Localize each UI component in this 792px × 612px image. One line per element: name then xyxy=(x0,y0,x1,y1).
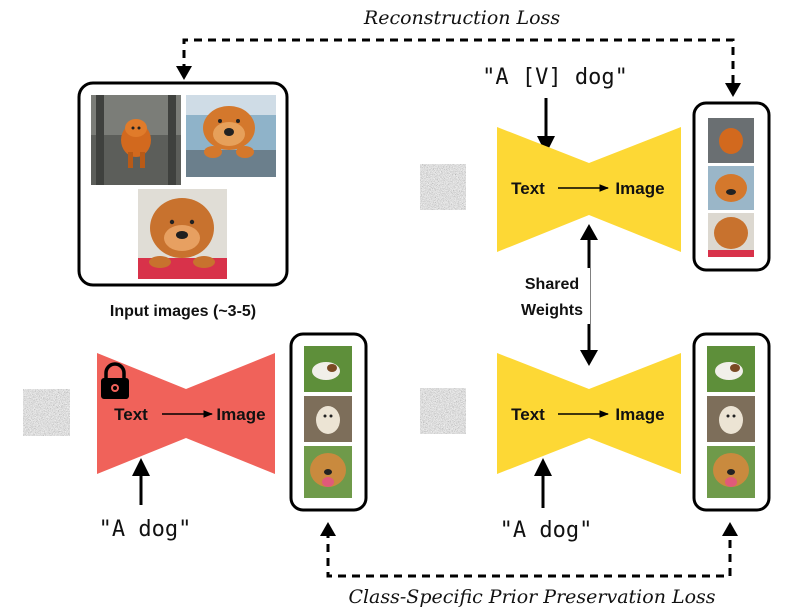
input-images-caption: Input images (~3-5) xyxy=(110,303,256,320)
shared-weights-label-2: Weights xyxy=(521,302,583,319)
output-photo-top-3 xyxy=(708,213,754,257)
reconstruction-loss-path xyxy=(182,38,735,88)
prompt-identifier: "A [V] dog" xyxy=(482,65,628,90)
input-photo-3 xyxy=(138,189,227,279)
prompt-class-left: "A dog" xyxy=(99,517,192,542)
noise-input-top xyxy=(420,164,466,210)
shared-weights-label-1: Shared xyxy=(525,276,579,293)
prior-arrow-left xyxy=(320,522,336,536)
reconstruction-arrow-right xyxy=(725,83,741,97)
output-photo-top-1 xyxy=(708,118,754,163)
input-photo-2 xyxy=(186,95,276,177)
output-photo-left-2 xyxy=(304,396,352,442)
output-photo-right-2 xyxy=(707,396,755,442)
output-photo-right-3 xyxy=(707,446,755,498)
noise-input-bottom-right xyxy=(420,388,466,434)
output-photo-top-2 xyxy=(708,166,754,210)
reconstruction-loss-label: Reconstruction Loss xyxy=(363,7,560,29)
prior-arrow-right xyxy=(722,522,738,536)
finetuned-bottom-text-label: Text xyxy=(511,405,545,424)
finetuned-top-image-label: Image xyxy=(615,179,664,198)
output-photo-left-1 xyxy=(304,346,352,392)
prompt-class-right: "A dog" xyxy=(500,518,593,543)
frozen-text-label: Text xyxy=(114,405,148,424)
noise-input-bottom-left xyxy=(23,389,70,436)
frozen-image-label: Image xyxy=(216,405,265,424)
input-photo-1 xyxy=(91,95,181,185)
lock-icon xyxy=(101,362,129,399)
finetuned-top-text-label: Text xyxy=(511,179,545,198)
prior-preservation-loss-label: Class-Specific Prior Preservation Loss xyxy=(348,586,715,608)
reconstruction-arrow-left xyxy=(176,66,192,80)
finetuned-bottom-image-label: Image xyxy=(615,405,664,424)
finetuned-model-top xyxy=(497,127,681,252)
output-photo-left-3 xyxy=(304,446,352,498)
output-photo-right-1 xyxy=(707,346,755,392)
